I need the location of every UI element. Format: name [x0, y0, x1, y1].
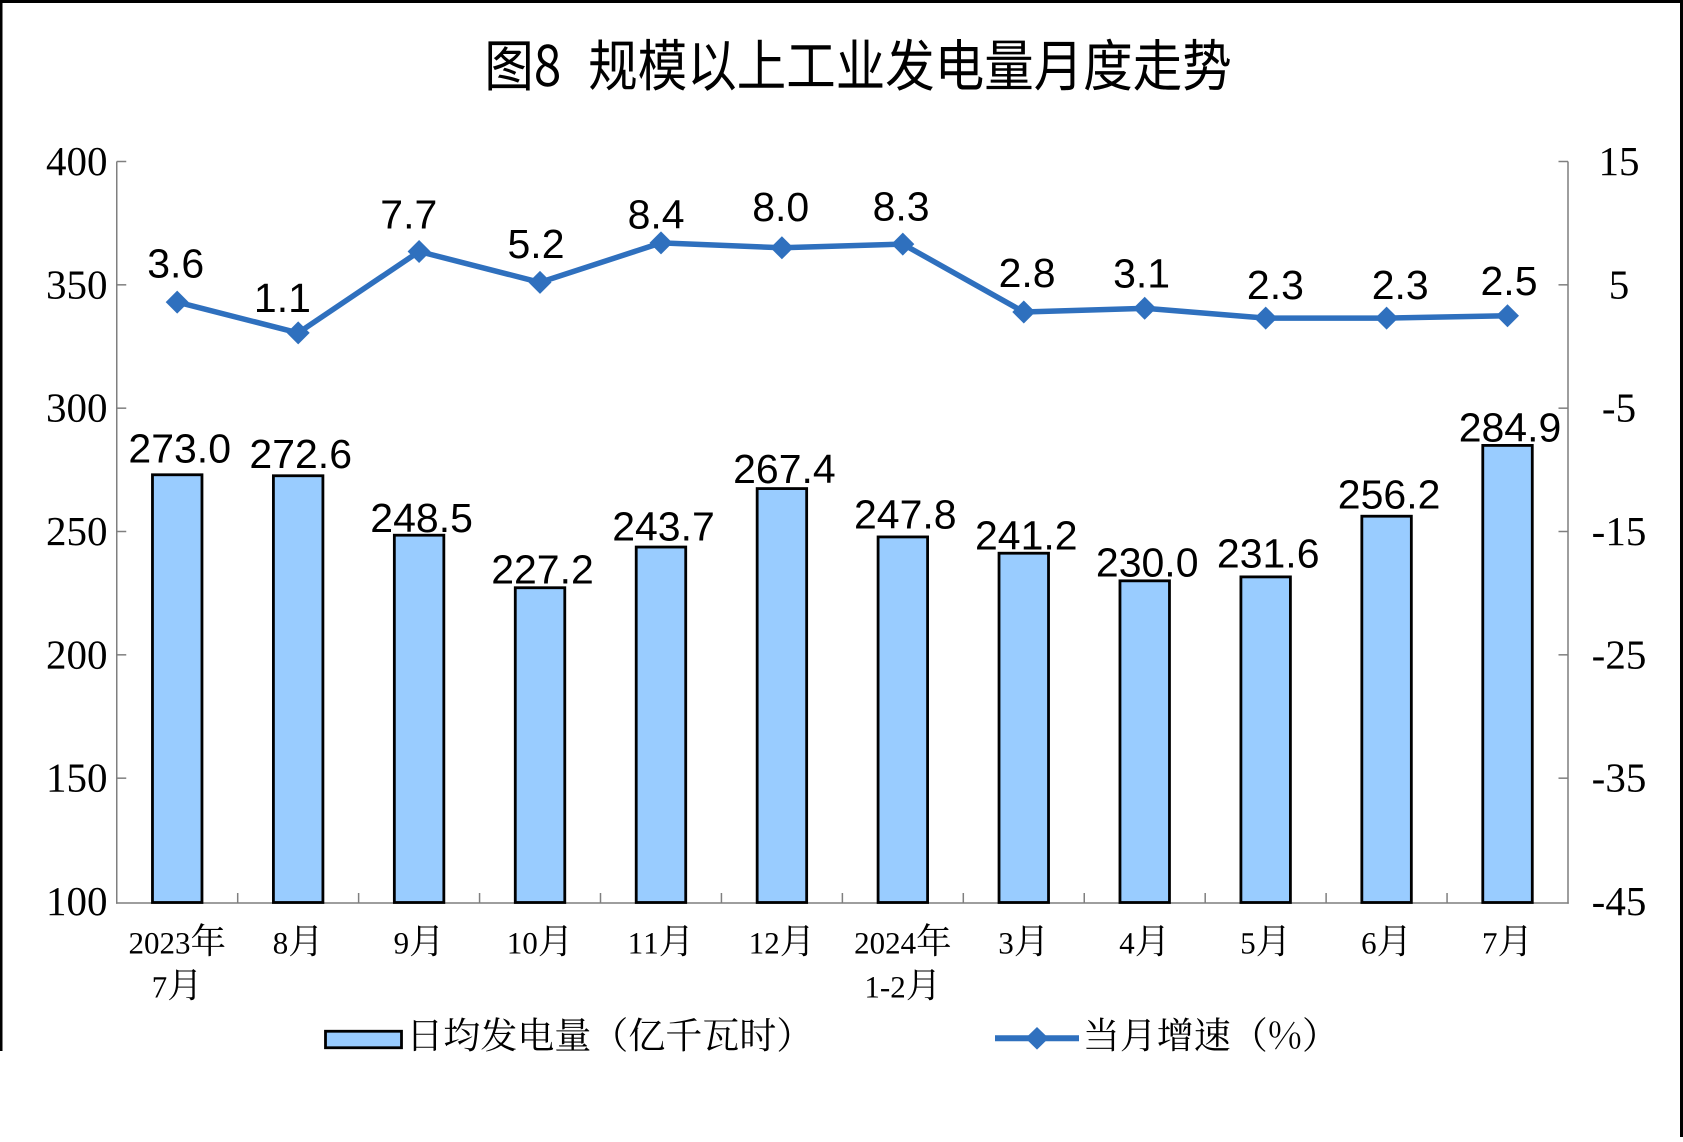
svg-text:273.0: 273.0 — [128, 426, 231, 472]
svg-text:3.6: 3.6 — [147, 241, 204, 287]
svg-text:1.1: 1.1 — [254, 275, 311, 321]
svg-text:2.5: 2.5 — [1481, 258, 1538, 304]
svg-text:248.5: 248.5 — [370, 495, 473, 541]
svg-text:-35: -35 — [1592, 755, 1647, 801]
svg-text:227.2: 227.2 — [491, 546, 594, 592]
svg-text:241.2: 241.2 — [975, 513, 1078, 559]
svg-text:256.2: 256.2 — [1338, 472, 1441, 518]
svg-text:-25: -25 — [1592, 631, 1647, 677]
svg-text:5: 5 — [1609, 261, 1630, 307]
svg-text:-15: -15 — [1592, 508, 1647, 554]
svg-text:400: 400 — [46, 138, 108, 184]
svg-text:2.3: 2.3 — [1247, 262, 1304, 308]
svg-text:231.6: 231.6 — [1217, 531, 1320, 577]
svg-text:267.4: 267.4 — [733, 446, 836, 492]
svg-text:230.0: 230.0 — [1096, 539, 1199, 585]
svg-text:250: 250 — [46, 508, 108, 554]
svg-text:150: 150 — [46, 755, 108, 801]
svg-text:3.1: 3.1 — [1113, 250, 1170, 296]
svg-text:8.4: 8.4 — [628, 192, 685, 238]
svg-text:300: 300 — [46, 385, 108, 431]
svg-text:-45: -45 — [1592, 878, 1647, 924]
svg-text:100: 100 — [46, 878, 108, 924]
svg-text:284.9: 284.9 — [1459, 405, 1562, 451]
svg-text:272.6: 272.6 — [249, 431, 352, 477]
svg-text:8.3: 8.3 — [873, 184, 930, 230]
svg-text:2.8: 2.8 — [999, 250, 1056, 296]
svg-text:243.7: 243.7 — [612, 503, 715, 549]
svg-text:8.0: 8.0 — [752, 184, 809, 230]
svg-text:-5: -5 — [1602, 385, 1636, 431]
svg-text:2.3: 2.3 — [1372, 262, 1429, 308]
svg-text:15: 15 — [1599, 138, 1640, 184]
svg-text:200: 200 — [46, 631, 108, 677]
svg-text:247.8: 247.8 — [854, 492, 957, 538]
svg-text:5.2: 5.2 — [508, 221, 565, 267]
svg-text:7.7: 7.7 — [380, 192, 437, 238]
svg-text:350: 350 — [46, 261, 108, 307]
